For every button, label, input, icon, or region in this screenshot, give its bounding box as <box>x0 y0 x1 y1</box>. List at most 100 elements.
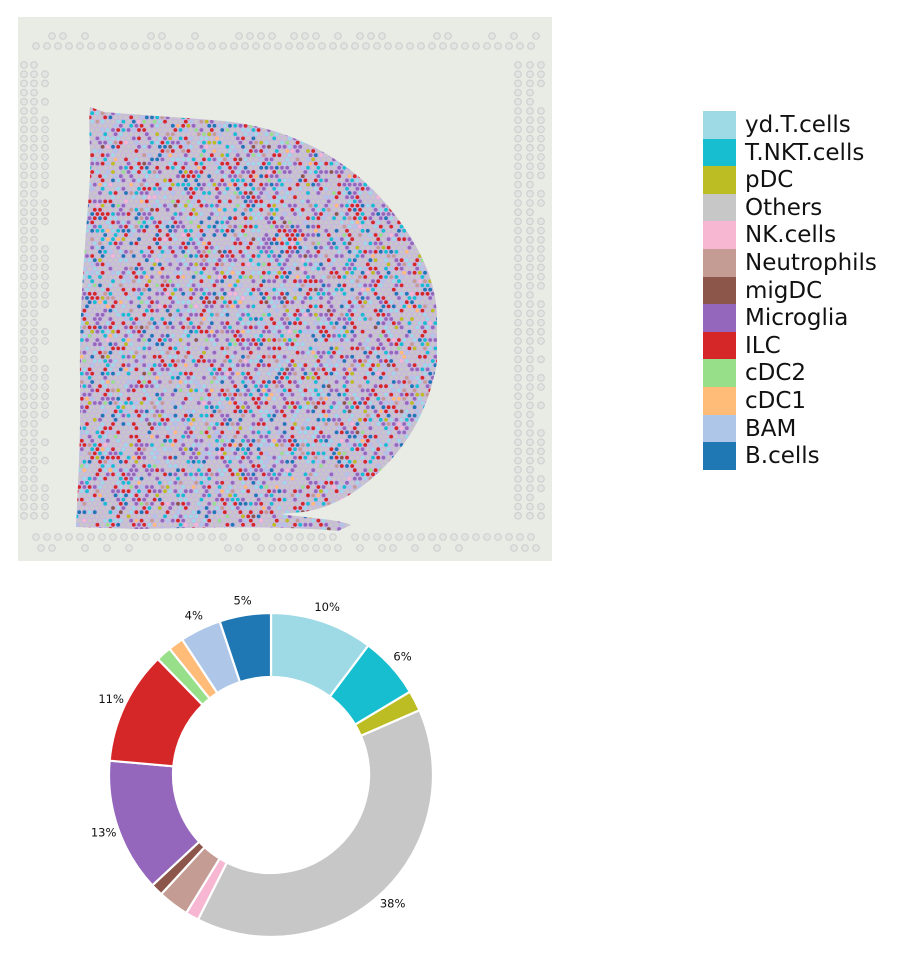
tissue-spot <box>404 350 409 355</box>
tissue-spot <box>394 258 399 263</box>
fiducial-spot <box>20 143 28 152</box>
tissue-spot <box>124 375 128 380</box>
tissue-spot <box>300 275 305 279</box>
tissue-spot <box>306 258 310 263</box>
tissue-spot <box>144 275 149 279</box>
tissue-spot <box>425 291 430 296</box>
tissue-spot <box>287 144 292 149</box>
tissue-spot <box>165 317 170 321</box>
tissue-spot <box>157 371 162 376</box>
tissue-spot <box>313 270 318 275</box>
tissue-spot <box>105 203 110 208</box>
tissue-spot <box>225 153 230 158</box>
tissue-spot <box>342 249 347 254</box>
tissue-spot <box>410 283 414 288</box>
tissue-spot <box>215 254 219 258</box>
tissue-spot <box>95 312 100 317</box>
tissue-spot <box>238 367 243 372</box>
tissue-spot <box>129 149 134 153</box>
tissue-spot <box>92 224 97 229</box>
tissue-spot <box>417 346 422 351</box>
tissue-spot <box>82 350 87 355</box>
tissue-spot <box>225 254 230 258</box>
tissue-spot <box>274 266 279 271</box>
tissue-spot <box>230 144 235 149</box>
tissue-spot <box>113 224 118 229</box>
tissue-spot <box>176 325 180 330</box>
tissue-spot <box>248 241 253 246</box>
tissue-spot <box>280 199 284 204</box>
fiducial-spot <box>76 533 84 541</box>
tissue-spot <box>235 178 240 183</box>
tissue-spot <box>306 317 310 321</box>
tissue-spot <box>311 283 316 288</box>
tissue-spot <box>199 144 204 149</box>
tissue-spot <box>384 258 388 263</box>
tissue-spot <box>155 308 160 313</box>
tissue-spot <box>241 296 245 300</box>
tissue-spot <box>150 241 154 246</box>
tissue-spot <box>381 270 386 275</box>
tissue-spot <box>241 245 245 250</box>
tissue-spot <box>95 371 100 376</box>
tissue-spot <box>100 312 105 317</box>
tissue-spot <box>248 275 253 279</box>
tissue-spot <box>397 287 401 292</box>
tissue-spot <box>194 128 199 132</box>
tissue-spot <box>222 174 227 179</box>
tissue-spot <box>321 258 326 263</box>
tissue-spot <box>337 216 342 221</box>
tissue-spot <box>373 233 378 237</box>
tissue-spot <box>157 262 162 267</box>
fiducial-spot <box>158 32 166 40</box>
tissue-spot <box>332 283 336 288</box>
tissue-spot <box>147 136 152 141</box>
tissue-spot <box>285 266 290 271</box>
tissue-spot <box>352 233 357 237</box>
tissue-spot <box>261 195 266 200</box>
tissue-spot <box>251 195 256 200</box>
fiducial-spot <box>186 42 194 50</box>
fiducial-spot <box>514 392 522 401</box>
tissue-spot <box>326 375 331 380</box>
tissue-spot <box>238 300 243 305</box>
fiducial-spot <box>274 42 282 50</box>
tissue-spot <box>269 132 274 137</box>
tissue-spot <box>251 144 256 149</box>
tissue-spot <box>311 350 316 355</box>
tissue-spot <box>347 350 352 355</box>
tissue-spot <box>176 367 180 372</box>
fiducial-spot <box>20 410 28 419</box>
tissue-spot <box>241 195 245 200</box>
tissue-spot <box>215 161 219 166</box>
tissue-spot <box>121 245 126 250</box>
tissue-spot <box>194 203 199 208</box>
fiducial-spot <box>30 153 38 161</box>
tissue-spot <box>189 354 193 359</box>
tissue-spot <box>350 346 355 351</box>
tissue-spot <box>157 329 162 334</box>
tissue-spot <box>363 350 368 355</box>
tissue-spot <box>98 375 102 380</box>
tissue-spot <box>155 266 160 271</box>
tissue-spot <box>280 359 284 363</box>
tissue-spot <box>360 237 365 242</box>
tissue-spot <box>371 228 375 233</box>
tissue-spot <box>339 186 344 191</box>
tissue-spot <box>313 354 318 359</box>
tissue-spot <box>308 287 313 292</box>
tissue-spot <box>207 283 212 288</box>
tissue-spot <box>308 279 313 284</box>
tissue-spot <box>397 296 401 300</box>
tissue-spot <box>269 359 274 363</box>
tissue-spot <box>118 157 123 162</box>
tissue-spot <box>191 317 196 321</box>
tissue-spot <box>168 329 173 334</box>
tissue-spot <box>87 199 92 204</box>
tissue-spot <box>342 275 347 279</box>
tissue-spot <box>144 216 149 221</box>
tissue-spot <box>399 266 404 271</box>
tissue-spot <box>261 296 266 300</box>
tissue-spot <box>199 279 204 284</box>
tissue-spot <box>230 338 235 342</box>
